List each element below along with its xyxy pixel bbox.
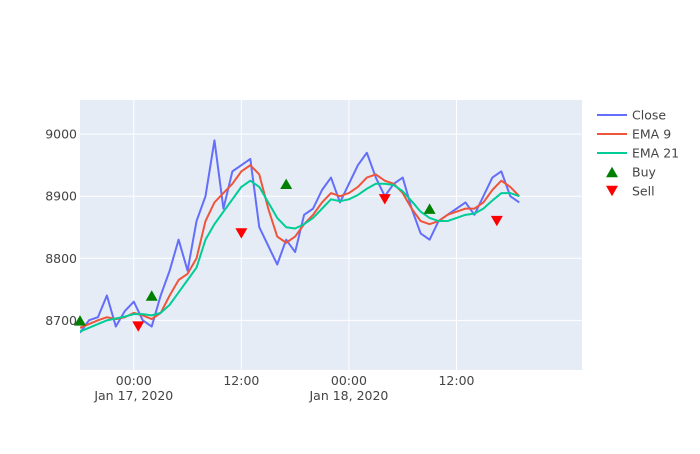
triangle-down-icon (606, 185, 618, 197)
x-tick-label: 00:00 (116, 373, 152, 388)
y-tick-label: 9000 (45, 127, 77, 142)
x-tick-label: 12:00 (223, 373, 259, 388)
sell-marker (490, 215, 503, 227)
y-tick-label: 8800 (45, 251, 77, 266)
sell-marker (132, 321, 145, 332)
x-tick-label: 12:00 (438, 373, 474, 388)
buy-marker (423, 203, 436, 214)
y-axis: 8700 8800 8900 9000 (45, 127, 77, 328)
triangle-up-icon (606, 166, 618, 178)
signal-markers (74, 178, 503, 332)
series-line-ema-21 (80, 179, 520, 333)
legend-item-close[interactable]: Close (597, 108, 666, 123)
buy-marker (74, 315, 86, 326)
legend-label: EMA 9 (632, 127, 671, 142)
buy-marker (280, 178, 293, 190)
buy-marker (145, 290, 158, 301)
legend-item-buy[interactable]: Buy (606, 165, 656, 180)
legend-label: EMA 21 (632, 146, 679, 161)
x-tick-date-label: Jan 17, 2020 (93, 388, 173, 403)
series-line-ema-9 (80, 164, 520, 329)
legend-item-sell[interactable]: Sell (606, 184, 655, 199)
legend[interactable]: Close EMA 9 EMA 21 Buy Sell (597, 108, 679, 199)
sell-marker (378, 194, 391, 205)
y-tick-label: 8900 (45, 189, 77, 204)
legend-label: Buy (632, 165, 656, 180)
legend-item-ema-21[interactable]: EMA 21 (597, 146, 679, 161)
plot-background (80, 100, 582, 370)
x-tick-label: 00:00 (331, 373, 367, 388)
legend-item-ema-9[interactable]: EMA 9 (597, 127, 671, 142)
sell-marker (235, 228, 248, 239)
series-lines (80, 139, 520, 334)
y-tick-label: 8700 (45, 313, 77, 328)
legend-label: Sell (632, 184, 655, 199)
legend-label: Close (632, 108, 666, 123)
x-tick-date-label: Jan 18, 2020 (308, 388, 388, 403)
